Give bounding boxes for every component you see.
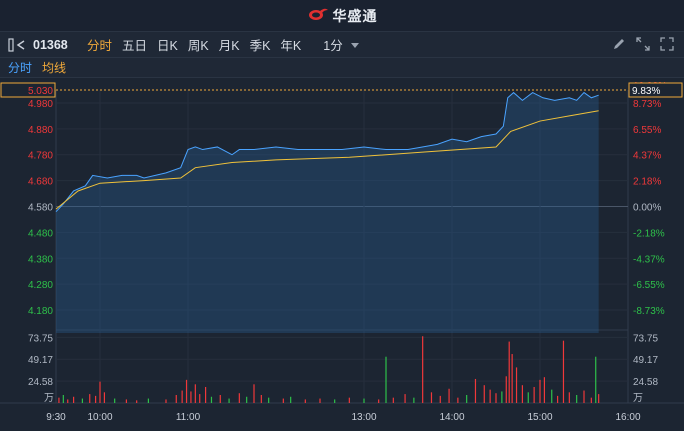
interval-dropdown[interactable]: 1分 <box>323 35 359 54</box>
volume-unit-label: 万 <box>633 393 643 404</box>
tab-yearly-k[interactable]: 年K <box>280 39 302 53</box>
time-tick-label: 16:00 <box>615 412 640 423</box>
toolbar-tools <box>612 37 674 51</box>
pct-tick-label: 4.37% <box>633 151 661 162</box>
price-line <box>55 91 599 213</box>
tab-weekly-k[interactable]: 周K <box>187 39 209 53</box>
pct-tick-label: 0.00% <box>633 203 661 214</box>
time-tick-label: 11:00 <box>176 412 201 423</box>
pct-tick-label: 6.55% <box>633 125 661 136</box>
grid <box>0 90 684 404</box>
intraday-chart: 4.980 8.73% 4.880 6.55% 4.780 4.37% 4.680 2.18%… <box>0 81 684 423</box>
volume-tick-label: 49.17 <box>633 355 658 366</box>
pct-tick-label: 2.18% <box>633 177 661 188</box>
huasheng-logo-icon <box>307 7 329 24</box>
fullscreen-icon[interactable] <box>660 37 674 51</box>
price-tick-label: 4.280 <box>28 280 53 291</box>
volume-unit-label: 万 <box>44 393 54 404</box>
price-tick-label: 4.980 <box>28 99 53 110</box>
interval-value: 1分 <box>323 39 343 53</box>
title-bar: 华盛通 <box>0 0 684 31</box>
price-tick-label: 4.780 <box>28 151 53 162</box>
axis-labels: 4.980 8.73% 4.880 6.55% 4.780 4.37% 4.680 2.18%… <box>0 81 683 423</box>
indicator-bar: 分时 均线 <box>0 58 684 78</box>
price-tick-label: 4.580 <box>28 203 53 214</box>
price-area-fill <box>56 92 599 333</box>
pct-tick-label: -6.55% <box>633 280 665 291</box>
brand: 华盛通 <box>307 6 378 26</box>
intraday-mode-label: 分时 <box>8 61 33 75</box>
volume-tick-label: 49.17 <box>28 355 53 366</box>
time-tick-label: 10:00 <box>87 412 112 423</box>
price-tick-label: 4.480 <box>28 228 53 239</box>
pct-tick-label: -4.37% <box>633 254 665 265</box>
price-tick-label: 4.880 <box>28 125 53 136</box>
time-tick-label: 9:30 <box>46 412 66 423</box>
tab-quarterly-k[interactable]: 季K <box>249 39 271 53</box>
time-tick-label: 15:00 <box>527 412 552 423</box>
time-tick-label: 14:00 <box>439 412 464 423</box>
price-area <box>56 92 599 333</box>
tab-monthly-k[interactable]: 月K <box>218 39 240 53</box>
tab-five-day[interactable]: 五日 <box>122 39 148 53</box>
current-price-tag <box>0 82 56 98</box>
time-tick-label: 13:00 <box>351 412 376 423</box>
pct-tick-label: -8.73% <box>633 306 665 317</box>
pct-tick-label: -2.18% <box>633 228 665 239</box>
current-price-label: 5.030 <box>28 86 53 97</box>
volume-tick-label: 73.75 <box>28 333 53 344</box>
pencil-icon[interactable] <box>612 37 626 51</box>
tab-intraday[interactable]: 分时 <box>87 39 113 53</box>
price-tick-label: 4.680 <box>28 177 53 188</box>
stock-code: 01368 <box>33 37 68 52</box>
current-pct-tag <box>628 82 683 98</box>
volume-tick-label: 24.58 <box>28 377 53 388</box>
expand-icon[interactable] <box>636 37 650 51</box>
current-pct-label: 9.83% <box>632 86 660 97</box>
chevron-down-icon <box>350 38 359 52</box>
price-tick-label: 4.380 <box>28 254 53 265</box>
volume-bars <box>58 336 600 403</box>
pct-tick-label: 8.73% <box>633 99 661 110</box>
brand-name: 华盛通 <box>332 7 378 24</box>
price-tick-label: 4.180 <box>28 306 53 317</box>
average-line <box>55 110 599 210</box>
volume-tick-label: 73.75 <box>633 333 658 344</box>
price-lines <box>55 89 628 213</box>
toolbar: 01368 分时 五日 日K 周K 月K 季K 年K 1分 <box>0 31 684 58</box>
tab-daily-k[interactable]: 日K <box>157 39 178 53</box>
panel-toggle-icon[interactable] <box>8 37 30 52</box>
average-line-label[interactable]: 均线 <box>42 61 67 75</box>
volume-tick-label: 24.58 <box>633 377 658 388</box>
